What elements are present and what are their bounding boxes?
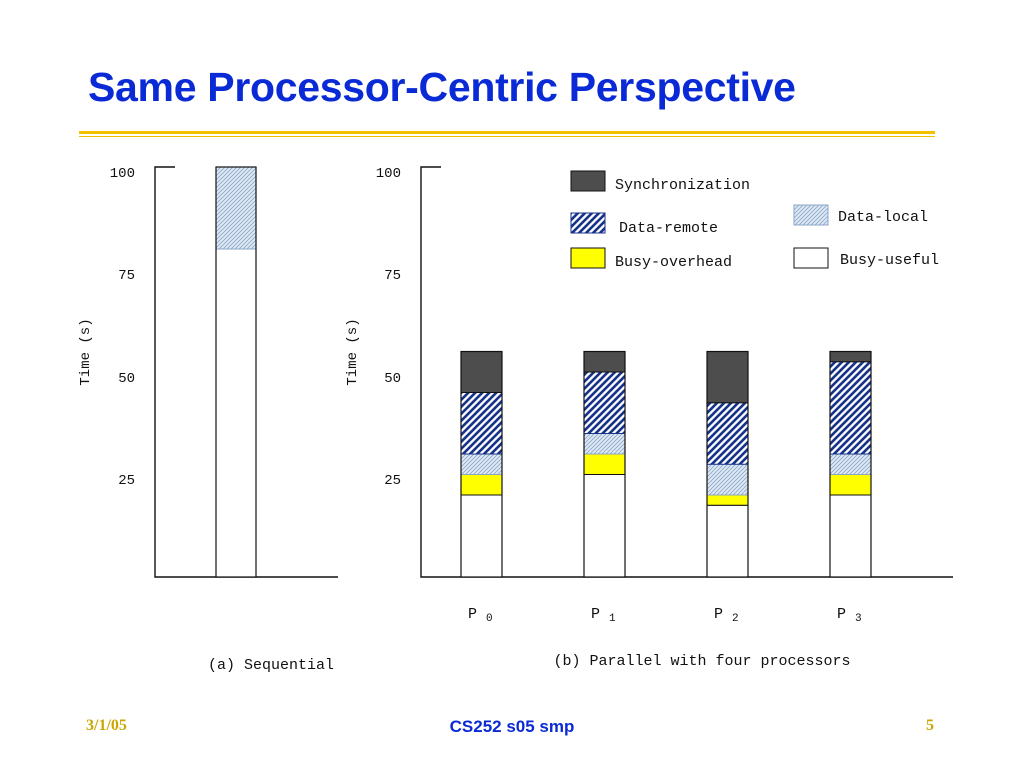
y-axis-label: Time (s) xyxy=(78,318,94,385)
bar-segment-synchronization xyxy=(829,351,872,363)
bar-segment-data-local xyxy=(215,166,257,250)
x-tick-label: P 1 xyxy=(591,606,616,625)
bar-segment-busy-useful xyxy=(583,474,626,578)
title-rule-thick xyxy=(79,131,935,134)
bar-segment-synchronization xyxy=(583,351,626,373)
y-tick-label: 75 xyxy=(384,268,401,284)
bar-outline xyxy=(460,350,503,578)
footer-course: CS252 s05 smp xyxy=(449,717,575,736)
chart-caption: (b) Parallel with four processors xyxy=(553,653,850,670)
legend-swatch-synchronization xyxy=(570,170,606,192)
bar-outline xyxy=(215,166,257,578)
legend-swatch-busy-overhead xyxy=(570,247,606,269)
legend-swatch-data-local xyxy=(793,204,829,226)
y-tick-label: 50 xyxy=(118,371,135,387)
y-tick-label: 75 xyxy=(118,268,135,284)
y-tick-label: 100 xyxy=(376,166,401,182)
bar-segment-busy-useful xyxy=(829,494,872,578)
x-tick-subscript: 3 xyxy=(855,613,862,625)
x-tick-subscript: 2 xyxy=(732,613,739,625)
legend-swatch-data-remote xyxy=(570,212,606,234)
bar-segment-data-remote xyxy=(583,371,626,434)
sequential-chart: 100 75 50 25 Time (s) (a) Sequential xyxy=(78,166,338,674)
bar-segment-data-remote xyxy=(460,392,503,455)
sequential-bars xyxy=(215,166,257,578)
parallel-bars xyxy=(460,350,872,578)
slide-title: Same Processor-Centric Perspective xyxy=(88,64,796,110)
x-axis-labels: P 0 P 1 P 2 P 3 xyxy=(468,606,862,625)
x-tick-subscript: 1 xyxy=(609,613,616,625)
chart-legend: Synchronization Data-local Data-remote B… xyxy=(570,170,939,271)
bar-outline xyxy=(706,350,749,578)
bar-segment-data-local xyxy=(706,463,749,496)
bar-segment-busy-overhead xyxy=(460,474,503,496)
bar-segment-synchronization xyxy=(706,351,749,404)
y-tick-label: 100 xyxy=(110,166,135,182)
x-tick-label: P 3 xyxy=(837,606,862,625)
y-tick-label: 25 xyxy=(384,473,401,489)
x-tick-label: P 0 xyxy=(468,606,493,625)
bar-segment-data-remote xyxy=(706,402,749,465)
bar-segment-busy-overhead xyxy=(706,494,749,506)
footer-date: 3/1/05 xyxy=(86,717,127,734)
bar-outline xyxy=(583,350,626,578)
bar-outline xyxy=(829,350,872,578)
parallel-axis-frame xyxy=(420,166,953,578)
legend-label: Busy-overhead xyxy=(615,254,732,271)
chart-caption: (a) Sequential xyxy=(208,657,334,674)
legend-label: Data-remote xyxy=(619,220,718,237)
bar-segment-synchronization xyxy=(460,351,503,393)
legend-label: Data-local xyxy=(838,209,928,226)
legend-label: Busy-useful xyxy=(840,252,939,269)
bar-segment-data-local xyxy=(829,453,872,475)
bar-segment-busy-useful xyxy=(706,504,749,578)
parallel-chart: 100 75 50 25 Time (s) P 0 P 1 P 2 P 3 (b) P… xyxy=(345,166,953,670)
bar-segment-data-remote xyxy=(829,361,872,455)
x-tick-label: P 2 xyxy=(714,606,739,625)
bar-segment-busy-overhead xyxy=(829,474,872,496)
bar-segment-busy-useful xyxy=(460,494,503,578)
y-tick-label: 25 xyxy=(118,473,135,489)
x-tick-subscript: 0 xyxy=(486,613,493,625)
bar-segment-busy-overhead xyxy=(583,453,626,475)
bar-segment-data-local xyxy=(460,453,503,475)
legend-swatch-busy-useful xyxy=(793,247,829,269)
y-tick-label: 50 xyxy=(384,371,401,387)
bar-segment-busy-useful xyxy=(215,248,257,578)
title-rule-thin xyxy=(79,136,935,137)
footer-page-number: 5 xyxy=(926,717,934,734)
legend-label: Synchronization xyxy=(615,177,750,194)
y-axis-label: Time (s) xyxy=(345,318,361,385)
bar-segment-data-local xyxy=(583,433,626,455)
